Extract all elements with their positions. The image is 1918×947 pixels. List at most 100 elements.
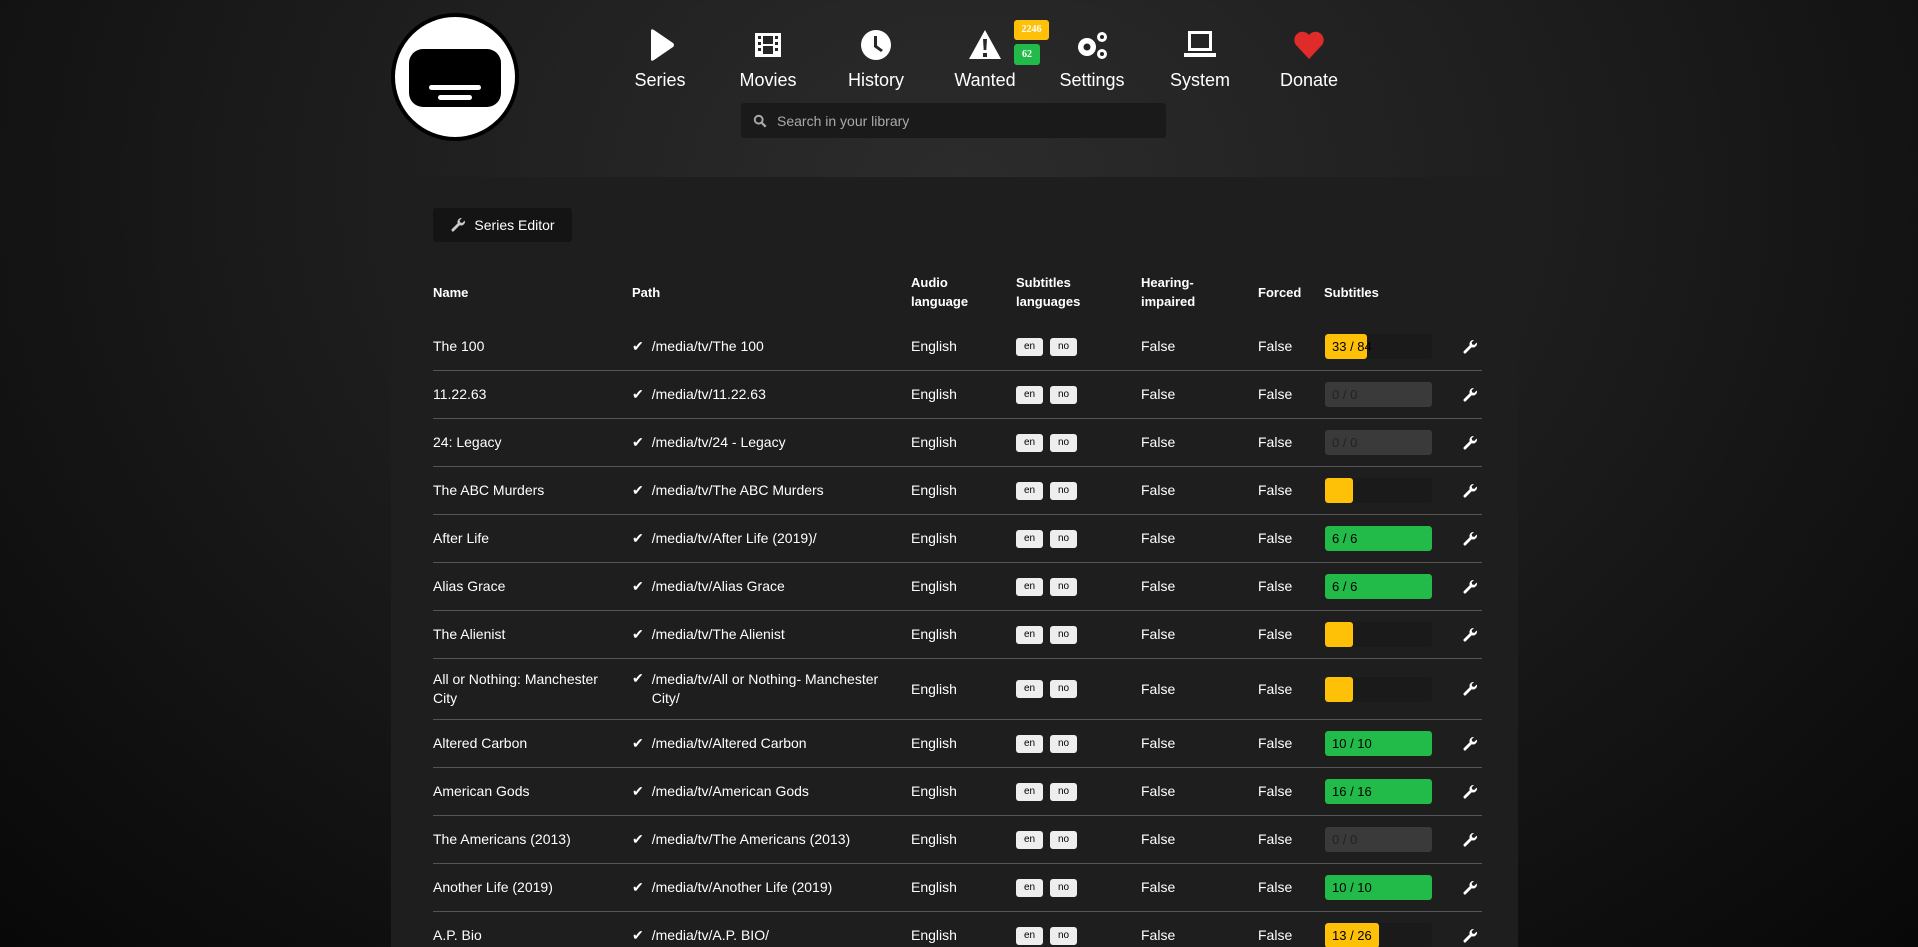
series-name[interactable]: Altered Carbon xyxy=(433,735,528,751)
series-name[interactable]: American Gods xyxy=(433,783,530,799)
audio-language: English xyxy=(911,626,957,642)
audio-language: English xyxy=(911,783,957,799)
series-path: /media/tv/Another Life (2019) xyxy=(651,879,833,895)
forced: False xyxy=(1258,680,1293,697)
language-badge: en xyxy=(1016,529,1043,548)
hearing-impaired: False xyxy=(1141,386,1176,402)
language-badge: no xyxy=(1050,337,1077,356)
subtitles-progress: 0 / 0 xyxy=(1325,430,1432,455)
edit-series-button[interactable] xyxy=(1462,611,1478,658)
audio-language: English xyxy=(911,578,957,594)
edit-series-button[interactable] xyxy=(1462,563,1478,610)
edit-series-button[interactable] xyxy=(1462,371,1478,418)
nav-system[interactable]: System xyxy=(1150,28,1250,91)
nav-series[interactable]: Series xyxy=(610,28,710,91)
series-name[interactable]: Another Life (2019) xyxy=(433,879,553,895)
edit-series-button[interactable] xyxy=(1462,720,1478,767)
nav-movies[interactable]: Movies xyxy=(718,28,818,91)
nav-label: Series xyxy=(634,70,686,90)
audio-language: English xyxy=(911,434,957,450)
language-badge: no xyxy=(1050,782,1077,801)
wrench-icon xyxy=(1463,435,1477,450)
table-row: The ABC Murders ✔ /media/tv/The ABC Murde… xyxy=(433,467,1482,515)
forced: False xyxy=(1258,578,1293,594)
language-badge: no xyxy=(1050,830,1077,849)
series-path: /media/tv/A.P. BIO/ xyxy=(651,927,769,943)
series-editor-button[interactable]: Series Editor xyxy=(433,208,572,242)
edit-series-button[interactable] xyxy=(1462,816,1478,863)
search-input[interactable] xyxy=(777,112,1157,129)
series-name[interactable]: 11.22.63 xyxy=(433,386,487,402)
audio-language: English xyxy=(911,879,957,895)
language-badge: no xyxy=(1050,481,1077,500)
hearing-impaired: False xyxy=(1141,831,1176,847)
subtitles-progress xyxy=(1325,478,1432,503)
subtitles-progress: 6 / 6 xyxy=(1325,526,1432,551)
column-header: Name xyxy=(433,284,469,300)
edit-series-button[interactable] xyxy=(1462,912,1478,947)
subtitles-progress: 13 / 26 xyxy=(1325,923,1432,947)
language-badge: no xyxy=(1050,878,1077,897)
nav-history[interactable]: History xyxy=(826,28,926,91)
check-icon: ✔ xyxy=(632,670,644,686)
language-badge: en xyxy=(1016,577,1043,596)
series-name[interactable]: All or Nothing: Manchester City xyxy=(433,671,598,706)
logo[interactable] xyxy=(391,13,519,141)
wrench-icon xyxy=(1463,627,1477,642)
language-badge: en xyxy=(1016,830,1043,849)
series-name[interactable]: The 100 xyxy=(433,338,485,354)
nav-label: System xyxy=(1169,70,1230,90)
language-badge: no xyxy=(1050,734,1077,753)
search-box[interactable] xyxy=(741,103,1166,138)
audio-language: English xyxy=(911,530,957,546)
audio-language: English xyxy=(911,482,957,498)
subtitles-count: 6 / 6 xyxy=(1332,579,1358,594)
wrench-icon xyxy=(1463,681,1477,696)
edit-series-button[interactable] xyxy=(1462,515,1478,562)
audio-language: English xyxy=(911,735,957,751)
hearing-impaired: False xyxy=(1141,338,1176,354)
laptop-icon xyxy=(1184,31,1216,57)
series-name[interactable]: The ABC Murders xyxy=(433,482,545,498)
check-icon: ✔ xyxy=(632,578,644,594)
warning-icon xyxy=(969,30,1001,59)
subtitles-progress xyxy=(1325,622,1432,647)
wrench-icon xyxy=(1463,928,1477,943)
forced: False xyxy=(1258,434,1293,450)
play-icon xyxy=(651,29,674,61)
subtitles-count: 16 / 16 xyxy=(1332,784,1372,799)
table-row: All or Nothing: Manchester City ✔ /media/… xyxy=(433,659,1482,720)
series-name[interactable]: Alias Grace xyxy=(433,578,506,594)
edit-series-button[interactable] xyxy=(1462,659,1478,719)
subtitles-count: 10 / 10 xyxy=(1332,736,1372,751)
nav-donate[interactable]: Donate xyxy=(1259,28,1359,91)
language-badge: no xyxy=(1050,433,1077,452)
heart-icon xyxy=(1294,31,1324,59)
nav-label: Wanted xyxy=(954,70,1016,90)
series-name[interactable]: A.P. Bio xyxy=(433,927,482,943)
wrench-icon xyxy=(451,217,466,232)
series-name[interactable]: The Alienist xyxy=(433,626,506,642)
edit-series-button[interactable] xyxy=(1462,323,1478,370)
table-row: 24: Legacy ✔ /media/tv/24 - Legacy Englis… xyxy=(433,419,1482,467)
hearing-impaired: False xyxy=(1141,783,1176,799)
nav-wanted[interactable]: Wanted xyxy=(935,28,1035,91)
subtitles-count: 13 / 26 xyxy=(1332,928,1372,943)
forced: False xyxy=(1258,530,1293,546)
series-name[interactable]: After Life xyxy=(433,530,490,546)
subtitles-count: 0 / 0 xyxy=(1332,435,1358,450)
table-row: 11.22.63 ✔ /media/tv/11.22.63 English en n… xyxy=(433,371,1482,419)
audio-language: English xyxy=(911,680,957,697)
series-name[interactable]: 24: Legacy xyxy=(433,434,502,450)
series-name[interactable]: The Americans (2013) xyxy=(433,831,571,847)
audio-language: English xyxy=(911,338,957,354)
forced: False xyxy=(1258,626,1293,642)
edit-series-button[interactable] xyxy=(1462,419,1478,466)
nav-settings[interactable]: Settings xyxy=(1042,28,1142,91)
wrench-icon xyxy=(1463,736,1477,751)
wrench-icon xyxy=(1463,880,1477,895)
edit-series-button[interactable] xyxy=(1462,864,1478,911)
edit-series-button[interactable] xyxy=(1462,467,1478,514)
series-path: /media/tv/The ABC Murders xyxy=(651,482,824,498)
edit-series-button[interactable] xyxy=(1462,768,1478,815)
